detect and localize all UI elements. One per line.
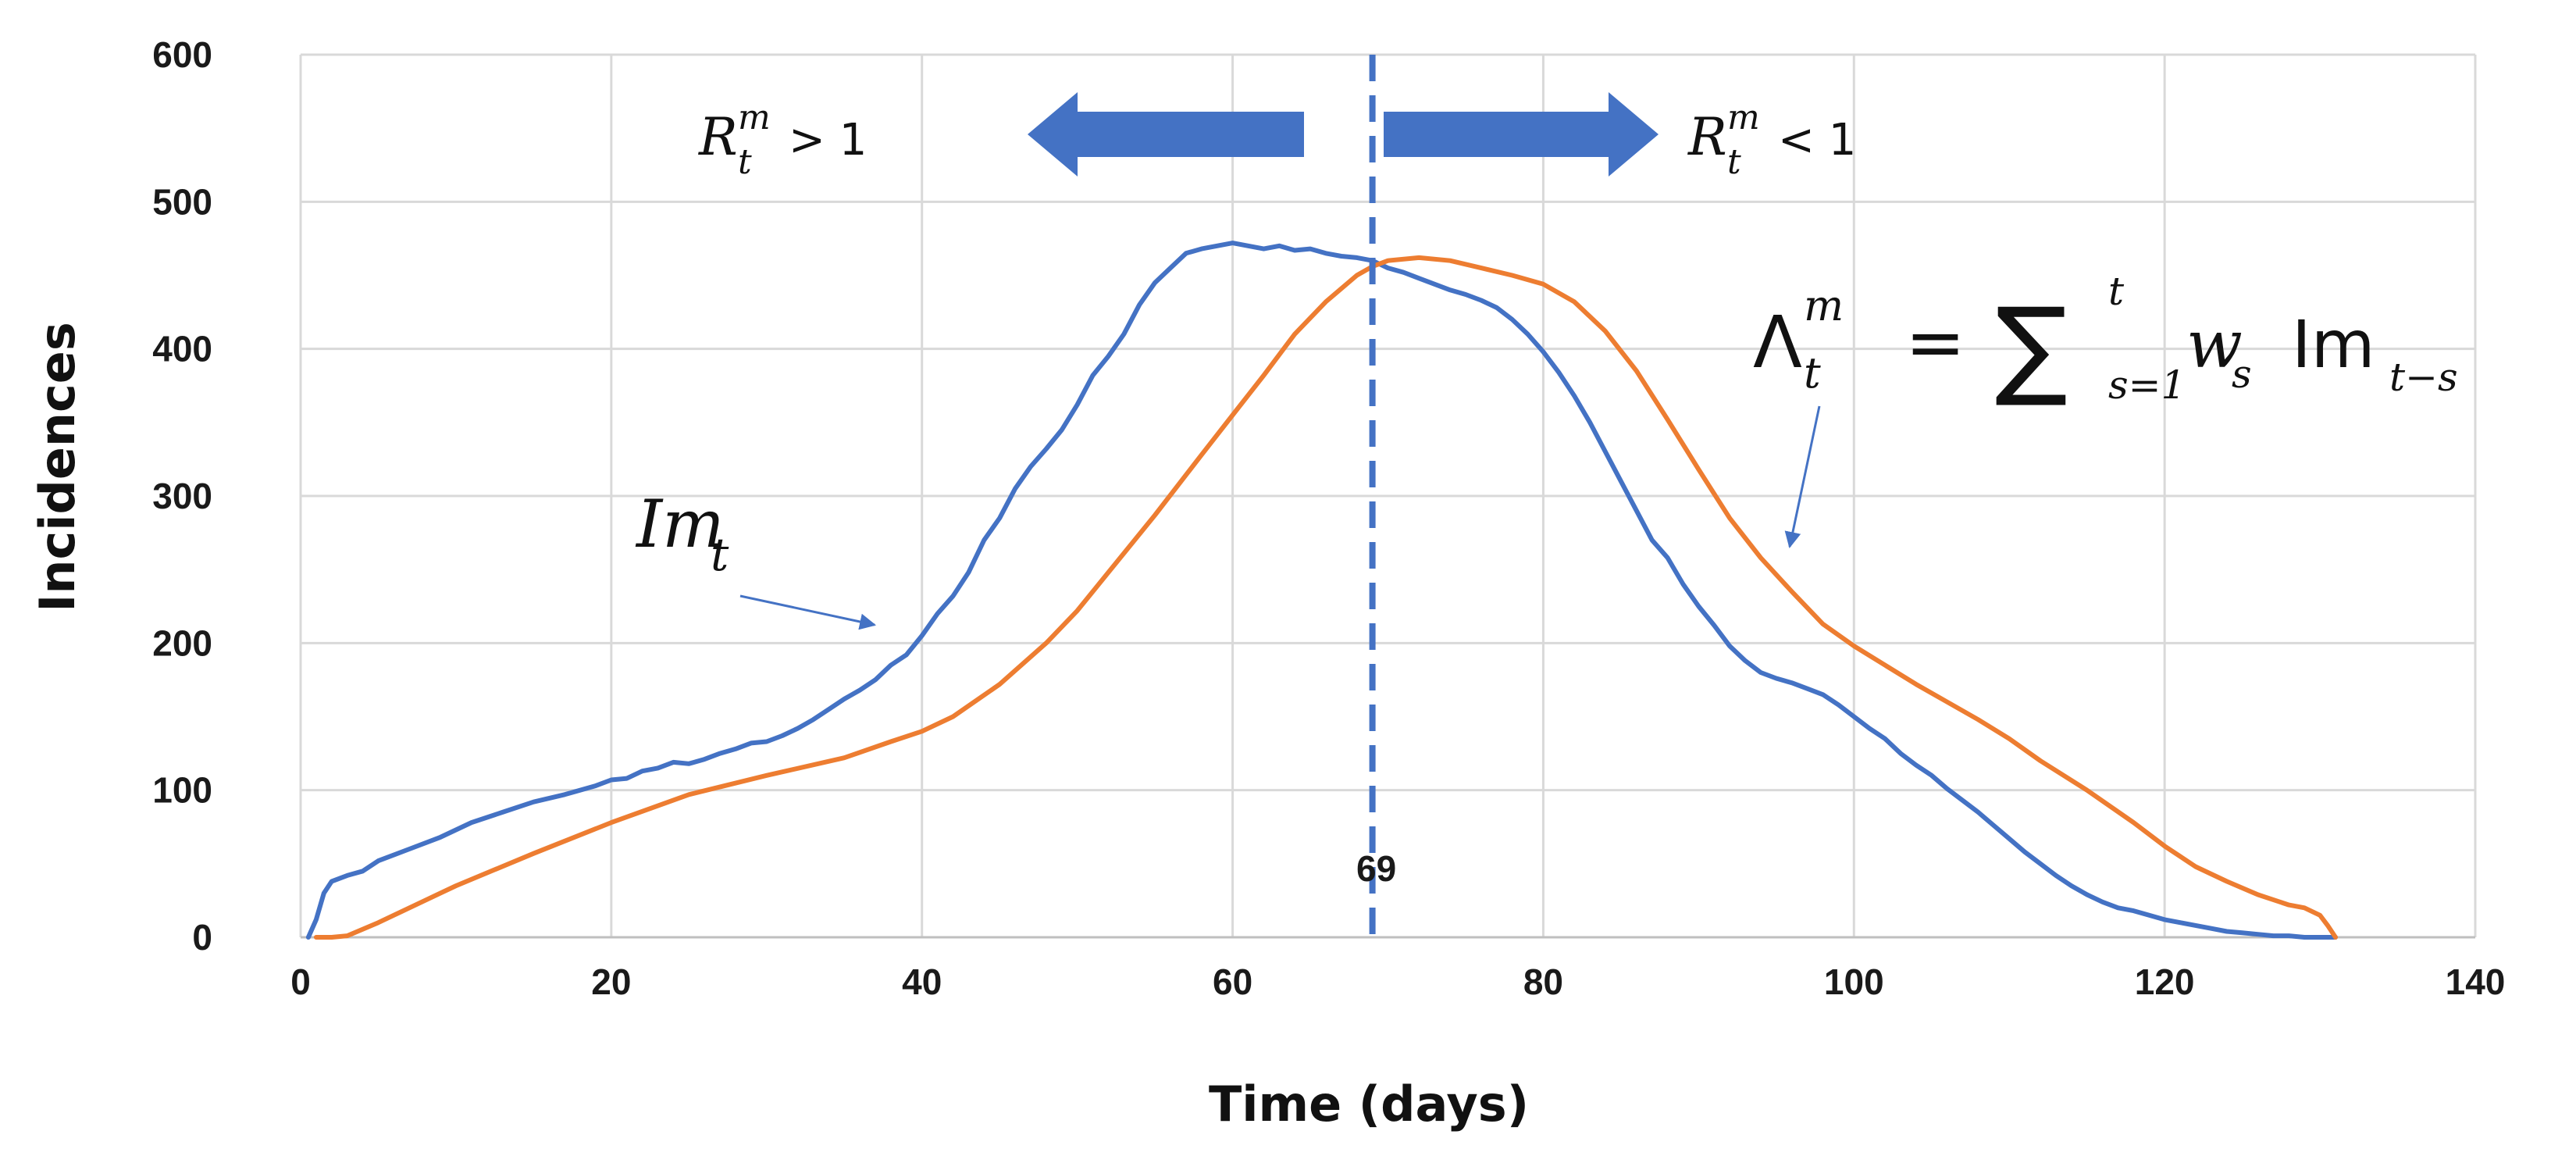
x-tick-label: 100 <box>1824 961 1884 1002</box>
r-less-annotation: R m t < 1 <box>1687 98 1856 182</box>
y-tick-label: 100 <box>152 770 212 811</box>
x-tick-label: 60 <box>1213 961 1252 1002</box>
svg-text:Λ: Λ <box>1753 301 1802 384</box>
lambda-pointer-arrow <box>1784 405 1821 549</box>
svg-text:m: m <box>738 98 771 137</box>
x-axis-ticks: 0 20 40 60 80 100 120 140 <box>290 961 2505 1002</box>
im-series-label: Im t <box>635 486 877 630</box>
x-tick-label: 80 <box>1523 961 1563 1002</box>
x-tick-label: 40 <box>902 961 942 1002</box>
y-tick-label: 600 <box>152 34 212 75</box>
series-lines <box>305 241 2338 940</box>
x-tick-label: 140 <box>2446 961 2506 1002</box>
svg-text:t: t <box>1804 348 1821 398</box>
y-tick-label: 500 <box>152 181 212 222</box>
lambda-formula: Λ m t = ∑ t s=1 w s Im t−s <box>1753 269 2458 549</box>
peak-day-label: 69 <box>1356 848 1396 889</box>
svg-text:s: s <box>2232 351 2252 397</box>
svg-text:R: R <box>1687 107 1727 167</box>
y-tick-label: 200 <box>152 623 212 663</box>
y-axis-ticks: 0 100 200 300 400 500 600 <box>152 34 212 958</box>
y-axis-title: Incidences <box>29 322 86 612</box>
svg-text:m: m <box>1727 98 1760 137</box>
y-tick-label: 400 <box>152 329 212 369</box>
svg-text:m: m <box>1804 281 1844 330</box>
x-tick-label: 0 <box>290 961 311 1002</box>
y-tick-label: 0 <box>192 917 212 958</box>
svg-text:t−s: t−s <box>2389 355 2458 400</box>
im-pointer-arrow <box>739 594 877 630</box>
svg-text:t: t <box>2108 269 2125 314</box>
svg-text:Im: Im <box>635 486 725 562</box>
x-tick-label: 20 <box>591 961 631 1002</box>
svg-text:=: = <box>1905 301 1965 384</box>
x-axis-title: Time (days) <box>1209 1076 1529 1133</box>
series-line-0 <box>305 241 2338 940</box>
x-tick-label: 120 <box>2135 961 2195 1002</box>
svg-text:s=1: s=1 <box>2108 362 2186 408</box>
svg-text:t: t <box>1727 142 1741 182</box>
svg-text:< 1: < 1 <box>1778 115 1856 166</box>
svg-text:w: w <box>2186 306 2243 383</box>
gridlines <box>299 53 2477 939</box>
right-arrow <box>1384 92 1659 177</box>
svg-text:R: R <box>698 107 738 167</box>
svg-text:Im: Im <box>2292 306 2375 383</box>
svg-text:> 1: > 1 <box>789 115 867 166</box>
left-arrow <box>1028 92 1304 177</box>
y-tick-label: 300 <box>152 476 212 516</box>
r-greater-annotation: R m t > 1 <box>698 98 867 182</box>
svg-text:t: t <box>711 528 729 581</box>
svg-text:∑: ∑ <box>1995 284 2068 410</box>
svg-text:t: t <box>738 142 752 182</box>
series-line-1 <box>313 255 2338 940</box>
